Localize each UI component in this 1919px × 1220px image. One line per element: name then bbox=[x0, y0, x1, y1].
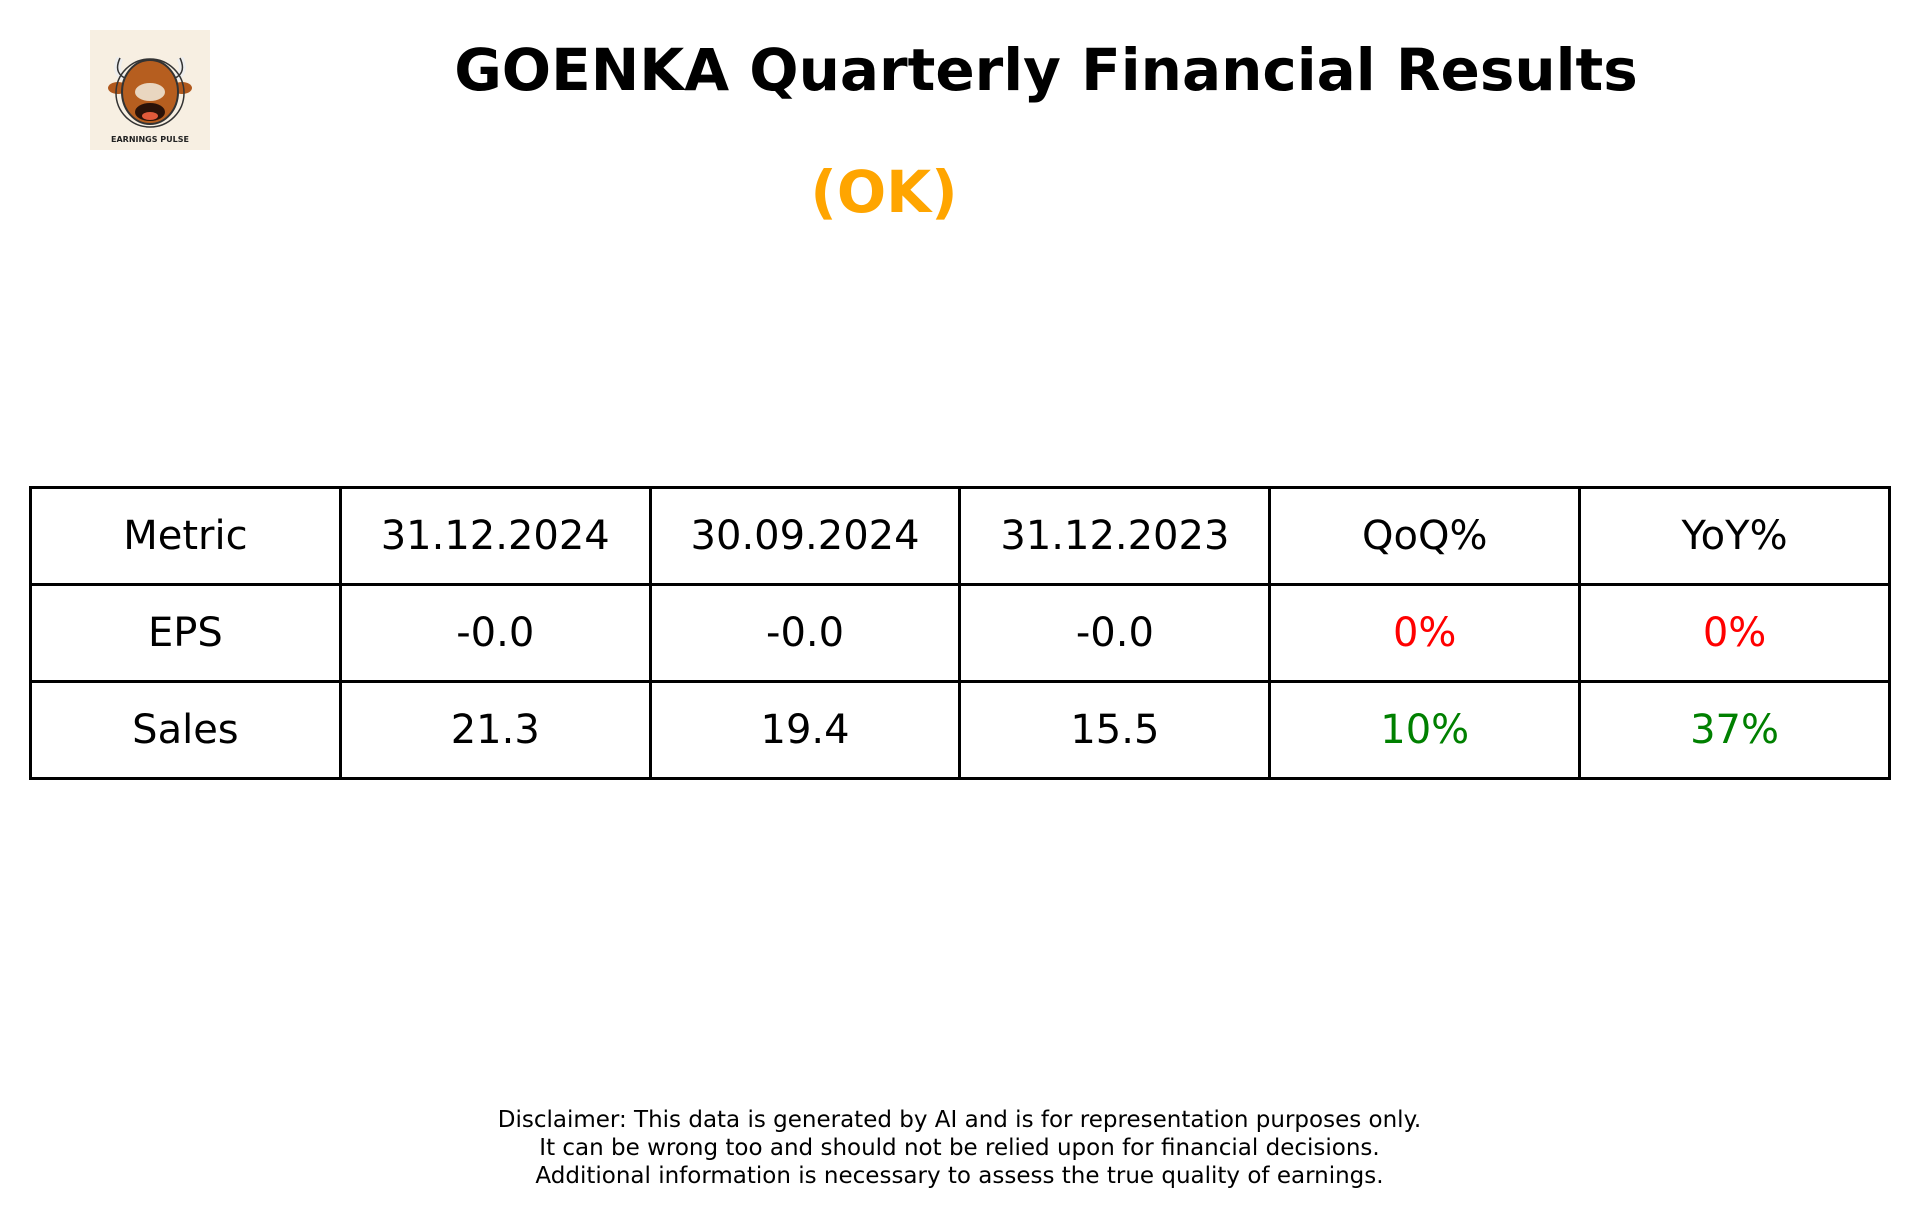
yoy-cell: 0% bbox=[1578, 583, 1891, 683]
page-title: GOENKA Quarterly Financial Results bbox=[454, 36, 1638, 104]
disclaimer-line: Disclaimer: This data is generated by AI… bbox=[497, 1107, 1422, 1133]
disclaimer-line: It can be wrong too and should not be re… bbox=[539, 1135, 1380, 1161]
disclaimer-line: Additional information is necessary to a… bbox=[535, 1163, 1384, 1189]
header-cell: QoQ% bbox=[1268, 486, 1582, 586]
value-cell: -0.0 bbox=[648, 583, 962, 683]
rating-label: (OK) bbox=[810, 158, 958, 226]
value-cell: 15.5 bbox=[958, 680, 1272, 780]
qoq-cell: 10% bbox=[1268, 680, 1582, 780]
logo-text: EARNINGS PULSE bbox=[111, 135, 189, 144]
yoy-cell: 37% bbox=[1578, 680, 1891, 780]
value-cell: 21.3 bbox=[338, 680, 652, 780]
value-cell: -0.0 bbox=[958, 583, 1272, 683]
results-table: Metric 31.12.2024 30.09.2024 31.12.2023 … bbox=[29, 486, 1891, 780]
value-cell: -0.0 bbox=[338, 583, 652, 683]
metric-cell: EPS bbox=[29, 583, 342, 683]
header-cell: 30.09.2024 bbox=[648, 486, 962, 586]
table-row-eps: EPS -0.0 -0.0 -0.0 0% 0% bbox=[29, 583, 1891, 683]
value-cell: 19.4 bbox=[648, 680, 962, 780]
header-cell: 31.12.2024 bbox=[338, 486, 652, 586]
header-cell: YoY% bbox=[1578, 486, 1891, 586]
table-row-sales: Sales 21.3 19.4 15.5 10% 37% bbox=[29, 680, 1891, 780]
metric-cell: Sales bbox=[29, 680, 342, 780]
earnings-pulse-logo: EARNINGS PULSE bbox=[90, 30, 210, 150]
qoq-cell: 0% bbox=[1268, 583, 1582, 683]
table-header-row: Metric 31.12.2024 30.09.2024 31.12.2023 … bbox=[29, 486, 1891, 586]
header-cell: 31.12.2023 bbox=[958, 486, 1272, 586]
disclaimer: Disclaimer: This data is generated by AI… bbox=[0, 1106, 1919, 1190]
header-cell: Metric bbox=[29, 486, 342, 586]
